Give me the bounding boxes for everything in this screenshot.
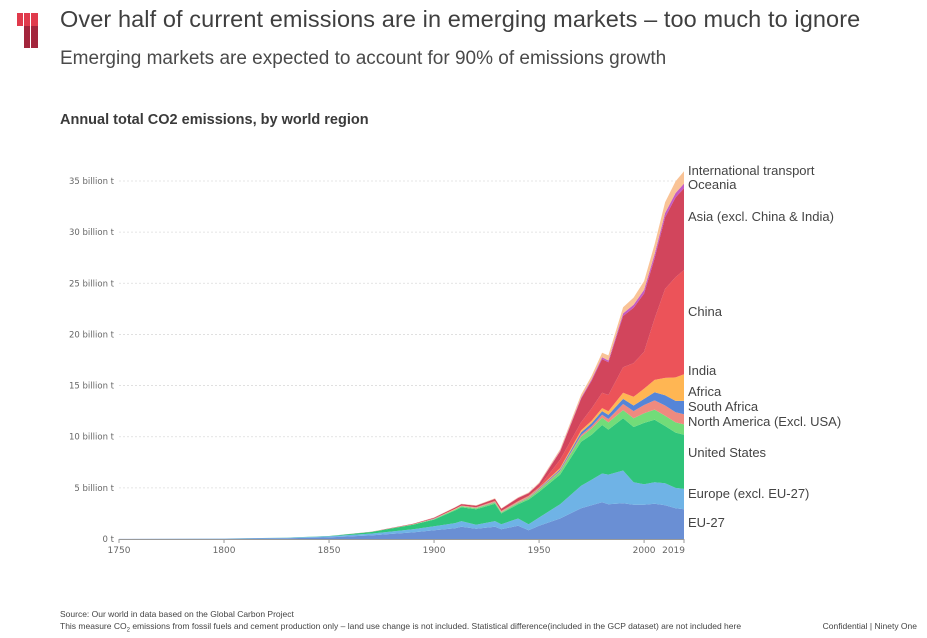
logo-top-bar xyxy=(17,13,38,26)
area-europe-excl-eu-27 xyxy=(119,470,684,539)
series-label: South Africa xyxy=(688,399,759,414)
area-africa xyxy=(119,392,684,539)
x-tick-label: 2000 xyxy=(633,546,656,556)
series-label: EU-27 xyxy=(688,515,725,530)
series-label: China xyxy=(688,304,723,319)
series-label: United States xyxy=(688,445,767,460)
y-tick-label: 15 billion t xyxy=(69,382,115,392)
series-label: Asia (excl. China & India) xyxy=(688,209,834,224)
series-label: Africa xyxy=(688,384,722,399)
page-subtitle: Emerging markets are expected to account… xyxy=(60,48,667,69)
y-axis-ticks: 0 t 5 billion t 10 billion t 15 billion t 20… xyxy=(69,177,115,545)
chart-title: Annual total CO2 emissions, by world reg… xyxy=(60,112,369,128)
logo-divider xyxy=(23,13,24,48)
page-title: Over half of current emissions are in em… xyxy=(60,6,861,32)
methodology-note-subscript: 2 xyxy=(126,627,130,634)
series-label: Europe (excl. EU-27) xyxy=(688,486,809,501)
logo-bottom-bar xyxy=(24,26,38,48)
methodology-note-suffix: emissions from fossil fuels and cement p… xyxy=(129,621,742,631)
y-tick-label: 5 billion t xyxy=(74,484,114,494)
x-tick-label: 1950 xyxy=(528,546,551,556)
y-tick-label: 20 billion t xyxy=(69,330,115,340)
series-label: India xyxy=(688,363,717,378)
area-series-group xyxy=(119,171,684,539)
ninety-one-logo xyxy=(17,13,38,48)
y-tick-label: 30 billion t xyxy=(69,228,115,238)
source-note: Source: Our world in data based on the G… xyxy=(60,609,294,619)
x-tick-label: 1900 xyxy=(423,546,446,556)
series-label: Oceania xyxy=(688,177,737,192)
series-labels: EU-27 Europe (excl. EU-27) United States No… xyxy=(688,163,841,530)
area-united-states xyxy=(119,418,684,539)
methodology-note: This measure CO2 emissions from fossil f… xyxy=(60,621,741,634)
y-tick-label: 10 billion t xyxy=(69,433,115,443)
logo-divider xyxy=(30,13,31,48)
series-label: North America (Excl. USA) xyxy=(688,414,841,429)
x-tick-label: 1800 xyxy=(213,546,236,556)
area-eu-27 xyxy=(119,502,684,539)
x-tick-label: 1750 xyxy=(108,546,131,556)
x-tick-label: 1850 xyxy=(318,546,341,556)
methodology-note-prefix: This measure CO xyxy=(60,621,127,631)
y-tick-label: 0 t xyxy=(103,535,115,545)
series-label: International transport xyxy=(688,163,815,178)
y-tick-label: 25 billion t xyxy=(69,279,115,289)
confidential-label: Confidential | Ninety One xyxy=(822,621,917,631)
y-tick-label: 35 billion t xyxy=(69,177,115,187)
x-axis-ticks: 1750 1800 1850 1900 1950 2000 2019 xyxy=(108,539,685,556)
x-tick-label: 2019 xyxy=(662,546,685,556)
